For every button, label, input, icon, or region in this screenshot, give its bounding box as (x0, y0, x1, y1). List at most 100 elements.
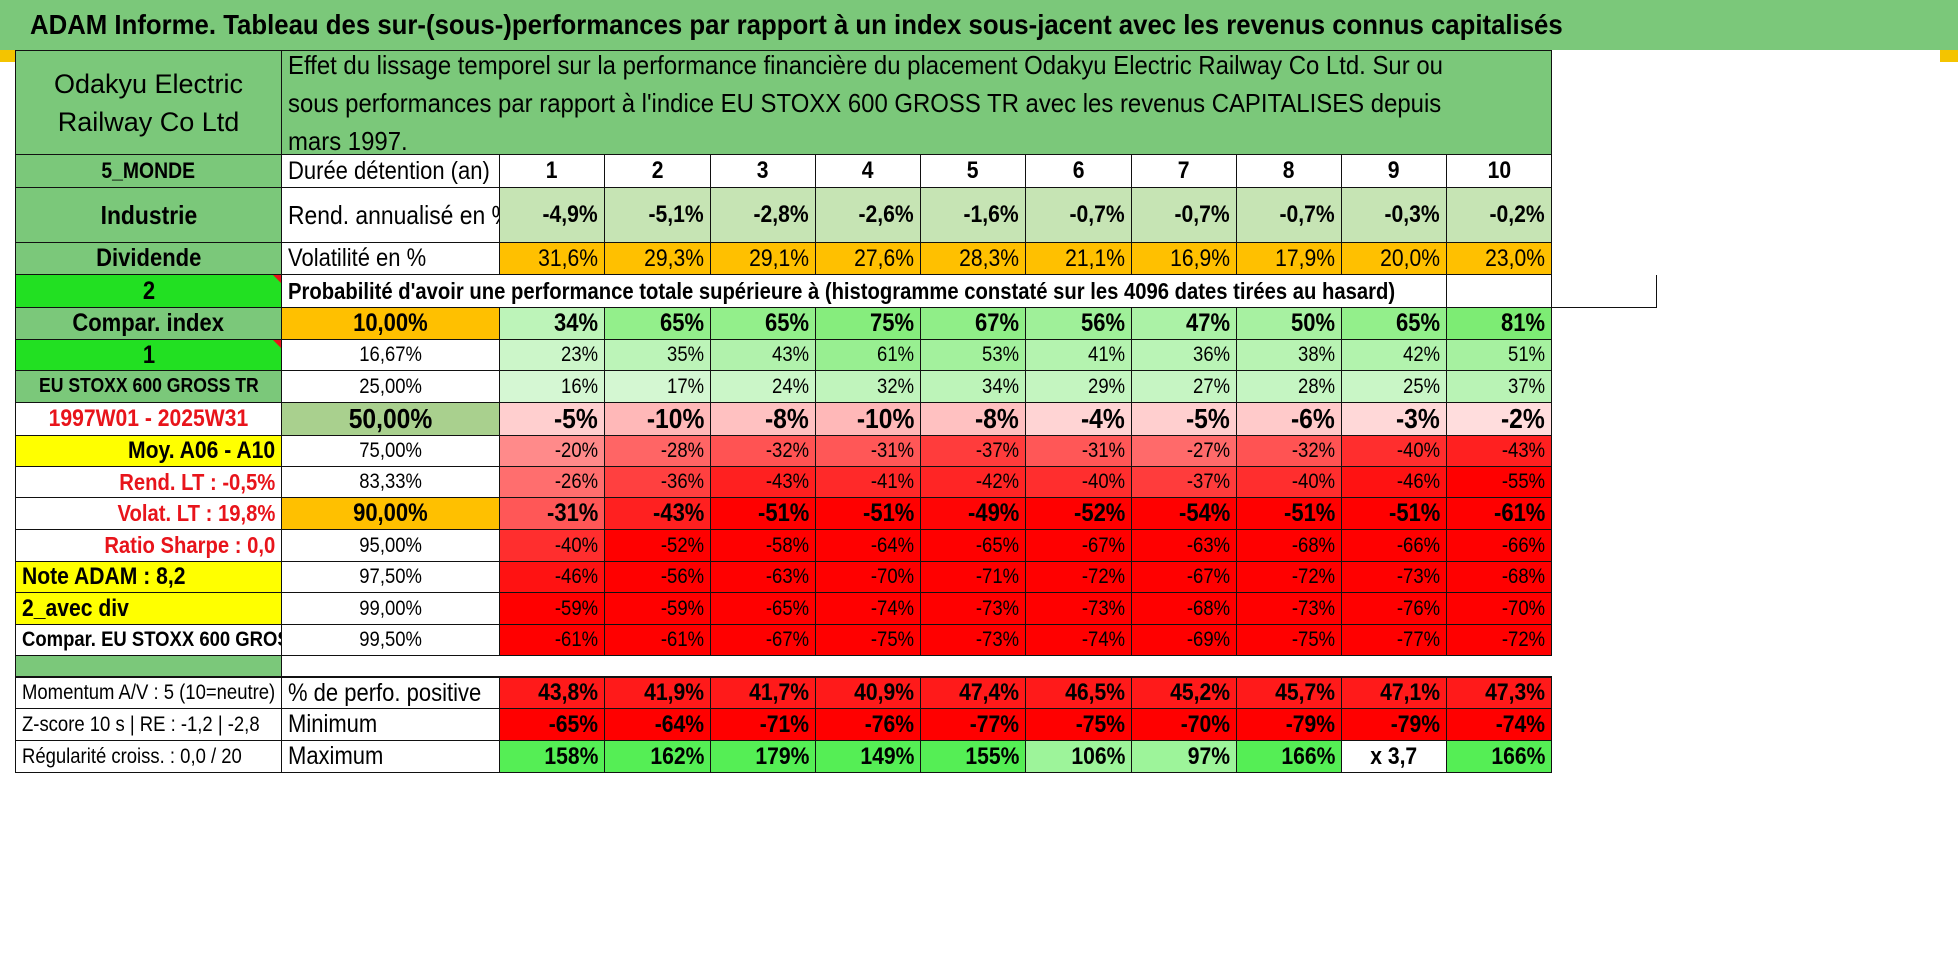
probability-value-text: 36% (1193, 343, 1230, 366)
probability-value-text: -63% (1186, 533, 1230, 557)
maximum-value-text: 97% (1187, 742, 1230, 770)
probability-value-text: -46% (1396, 470, 1440, 493)
probability-value: -41% (816, 467, 921, 498)
probability-value: -69% (1132, 625, 1237, 656)
volatility: 16,9% (1132, 243, 1237, 275)
probability-value-text: -56% (660, 565, 704, 588)
minimum-value-text: -74% (1495, 710, 1545, 738)
probability-value: -67% (1026, 530, 1132, 562)
maximum-value-text: 166% (1280, 742, 1335, 770)
probability-value: 38% (1237, 340, 1342, 371)
probability-value: 43% (711, 340, 816, 371)
probability-value-text: -74% (1081, 628, 1125, 651)
maximum-value-text: x 3,7 (1370, 742, 1418, 770)
probability-value: 50% (1237, 308, 1342, 340)
row-label-rend-text: Rend. annualisé en % (288, 199, 500, 230)
probability-value-text: 29% (1088, 374, 1125, 398)
probability-value: -32% (1237, 436, 1342, 467)
probability-value: 36% (1132, 340, 1237, 371)
percentile-label: 90,00% (282, 498, 500, 530)
minimum-value: -70% (1132, 709, 1237, 741)
probability-value-text: -31% (1081, 439, 1125, 462)
annualized-return: -2,6% (816, 188, 921, 243)
probability-value-text: -5% (1186, 403, 1230, 434)
left-label-zscore: Z-score 10 s | RE : -1,2 | -2,8 (15, 709, 282, 741)
company-name-cell: Odakyu Electric Railway Co Ltd (15, 50, 282, 155)
annualized-return: -2,8% (711, 188, 816, 243)
probability-value-text: 51% (1508, 343, 1545, 366)
probability-value-text: 38% (1298, 343, 1335, 366)
annualized-return-text: -0,7% (1174, 201, 1230, 228)
percentile-label: 99,00% (282, 593, 500, 625)
probability-value-text: -49% (967, 499, 1019, 527)
volatility-text: 20,0% (1380, 244, 1440, 272)
probability-value: -65% (711, 593, 816, 625)
left-label-sel2-text: 1 (142, 340, 155, 369)
minimum-value-text: -79% (1390, 710, 1440, 738)
percentile-label: 10,00% (282, 308, 500, 340)
probability-value-text: -32% (765, 439, 809, 462)
minimum-value: -79% (1237, 709, 1342, 741)
probability-value: -8% (711, 403, 816, 436)
percentile-label: 50,00% (282, 403, 500, 436)
probability-value: -10% (816, 403, 921, 436)
volatility: 31,6% (500, 243, 605, 275)
probability-value-text: -52% (660, 533, 704, 557)
probability-heading: Probabilité d'avoir une performance tota… (282, 275, 1447, 308)
probability-value: 28% (1237, 371, 1342, 403)
probability-value: -3% (1342, 403, 1447, 436)
probability-value-text: 28% (1298, 374, 1335, 398)
annualized-return: -0,7% (1237, 188, 1342, 243)
year-header-text: 6 (1072, 157, 1085, 184)
left-label-moy: Moy. A06 - A10 (15, 436, 282, 467)
probability-heading-text: Probabilité d'avoir une performance tota… (288, 277, 1396, 304)
probability-value-text: -61% (1493, 499, 1545, 527)
probability-value-text: -20% (554, 439, 598, 462)
left-label-regularite: Régularité croiss. : 0,0 / 20 (15, 741, 282, 773)
probability-value: -64% (816, 530, 921, 562)
probability-value-text: 34% (982, 374, 1019, 398)
probability-value: 34% (921, 371, 1026, 403)
probability-value-text: 81% (1500, 309, 1545, 337)
probability-value: -54% (1132, 498, 1237, 530)
probability-value-text: -73% (1396, 565, 1440, 588)
volatility-text: 16,9% (1170, 244, 1230, 272)
minimum-value-text: -65% (548, 710, 598, 738)
probability-value: -61% (605, 625, 711, 656)
probability-value-text: -75% (1291, 628, 1335, 651)
description-cell: Effet du lissage temporel sur la perform… (282, 50, 1552, 155)
report-title-bar: ADAM Informe. Tableau des sur-(sous-)per… (0, 0, 1958, 50)
probability-value: -51% (1237, 498, 1342, 530)
probability-value: 27% (1132, 371, 1237, 403)
positive-share: 41,9% (605, 677, 711, 709)
row-label-pos-text: % de perfo. positive (288, 678, 482, 707)
probability-value-text: -3% (1396, 403, 1440, 434)
probability-value: -66% (1342, 530, 1447, 562)
left-label-volat-lt: Volat. LT : 19,8% (15, 498, 282, 530)
left-label-compar-full-text: Compar. EU STOXX 600 GROSS TR (22, 628, 281, 651)
probability-value: -2% (1447, 403, 1552, 436)
positive-share-text: 41,7% (749, 679, 809, 706)
probability-value-text: -43% (1501, 439, 1545, 462)
probability-value-text: -67% (1186, 565, 1230, 588)
left-label-dividend-text: Dividende (95, 244, 202, 272)
minimum-value-text: -75% (1075, 710, 1125, 738)
probability-value: -51% (711, 498, 816, 530)
minimum-value-text: -70% (1180, 710, 1230, 738)
probability-value: -68% (1132, 593, 1237, 625)
positive-share: 47,3% (1447, 677, 1552, 709)
year-header: 9 (1342, 155, 1447, 188)
maximum-value-text: 149% (859, 742, 914, 770)
probability-value: 25% (1342, 371, 1447, 403)
volatility: 20,0% (1342, 243, 1447, 275)
positive-share-text: 40,9% (854, 679, 914, 706)
probability-value: -74% (1026, 625, 1132, 656)
left-edge-marker (0, 50, 18, 62)
probability-value: -73% (1026, 593, 1132, 625)
probability-value-text: -40% (1291, 470, 1335, 493)
maximum-value-text: 155% (964, 742, 1019, 770)
probability-value: 61% (816, 340, 921, 371)
annualized-return: -5,1% (605, 188, 711, 243)
probability-value: -4% (1026, 403, 1132, 436)
volatility: 17,9% (1237, 243, 1342, 275)
